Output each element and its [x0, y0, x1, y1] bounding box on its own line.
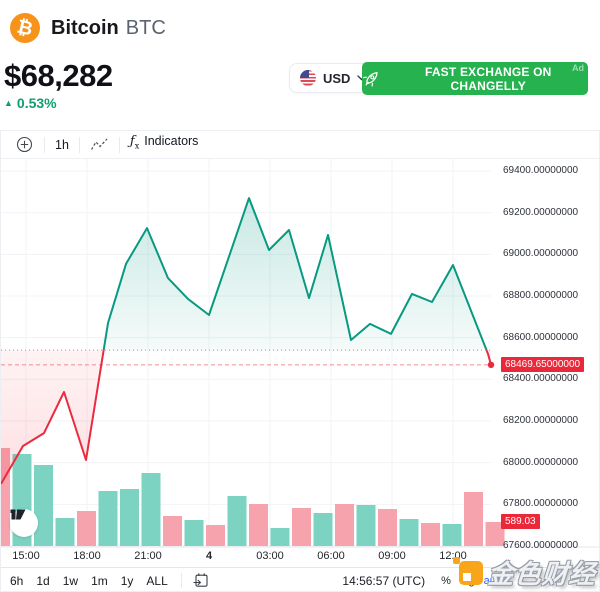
time-axis-label: 09:00 [378, 550, 406, 562]
header: ₿ Bitcoin BTC $68,282 ▲ 0.53% USD FAST E… [0, 0, 600, 130]
price-axis-label: 67600.00000000 [503, 540, 579, 551]
bottombar-separator [180, 573, 182, 588]
toolbar-separator [118, 136, 120, 153]
current-volume-badge: 589.03 [501, 513, 540, 529]
range-button-6h[interactable]: 6h [10, 573, 24, 588]
price-axis-label: 69400.00000000 [503, 165, 579, 176]
time-axis-label: 4 [205, 550, 213, 562]
coin-price: $68,282 [4, 58, 113, 93]
tradingview-logo[interactable] [10, 509, 38, 537]
time-axis-label: 12:00 [439, 550, 467, 562]
chart-canvas [1, 159, 599, 548]
range-button-all[interactable]: ALL [146, 573, 168, 588]
time-axis-label: 15:00 [12, 550, 40, 562]
time-axis-label: 18:00 [73, 550, 101, 562]
toolbar-separator [78, 136, 80, 153]
price-axis-label: 68800.00000000 [503, 290, 579, 301]
crosshair-icon [16, 136, 33, 153]
bitcoin-logo-icon: ₿ [10, 13, 40, 43]
tradingview-logo-icon [10, 509, 26, 520]
price-axis-label: 68400.00000000 [503, 373, 579, 385]
range-button-1d[interactable]: 1d [36, 573, 50, 588]
range-button-1y[interactable]: 1y [120, 573, 134, 588]
chart-widget: 1h ƒx Indicators 69400.00000000 69200.000… [0, 130, 600, 592]
toolbar-separator [44, 136, 45, 153]
percent-scale-button[interactable]: % [441, 574, 451, 587]
interval-button[interactable]: 1h [55, 137, 69, 152]
time-axis-label: 03:00 [256, 550, 284, 562]
range-buttons: 6h 1d 1w 1m 1y ALL [10, 574, 181, 588]
clock: 14:56:57 (UTC) [342, 573, 426, 588]
bottom-toolbar: 6h 1d 1w 1m 1y ALL 14:56:57 (UTC) % log auto [1, 567, 599, 592]
price-change: ▲ 0.53% [4, 95, 57, 111]
fx-icon: ƒx [129, 133, 140, 151]
crosshair-tool-button[interactable] [8, 134, 41, 156]
line-style-icon [90, 138, 108, 150]
indicators-button[interactable]: ƒx Indicators [123, 134, 206, 156]
range-button-1w[interactable]: 1w [62, 573, 79, 588]
log-scale-button[interactable]: log [459, 574, 475, 587]
time-axis-label: 21:00 [134, 550, 162, 562]
up-arrow-icon: ▲ [4, 98, 13, 108]
chart-style-button[interactable] [83, 134, 116, 156]
coin-symbol: BTC [125, 16, 166, 39]
price-axis-label: 68600.00000000 [503, 331, 579, 343]
price-change-value: 0.53% [16, 95, 57, 111]
us-flag-icon [300, 70, 316, 86]
currency-selected: USD [323, 70, 351, 86]
goto-date-button[interactable] [192, 572, 209, 589]
price-axis-label: 69200.00000000 [503, 206, 579, 218]
current-price-badge: 68469.65000000 [501, 357, 585, 373]
ad-tag: Ad [572, 63, 584, 73]
indicators-label: Indicators [144, 133, 199, 148]
coin-name: Bitcoin [51, 16, 119, 39]
price-axis-label: 68200.00000000 [503, 415, 579, 426]
price-axis-label: 68000.00000000 [503, 456, 579, 468]
rocket-icon [362, 72, 378, 87]
price-axis-label: 67800.00000000 [503, 498, 579, 510]
coin-row: ₿ Bitcoin BTC [10, 13, 166, 43]
price-axis-label: 69000.00000000 [503, 248, 579, 260]
range-button-1m[interactable]: 1m [91, 573, 108, 588]
time-axis-label: 06:00 [317, 550, 345, 562]
auto-scale-button[interactable]: auto [483, 574, 505, 587]
cta-label: FAST EXCHANGE ON CHANGELLY [424, 64, 552, 93]
chart-toolbar: 1h ƒx Indicators [1, 131, 599, 159]
changelly-cta-button[interactable]: FAST EXCHANGE ON CHANGELLY Ad [362, 62, 588, 95]
price-chart[interactable]: 69400.00000000 69200.00000000 69000.000000… [1, 159, 599, 567]
calendar-icon [193, 573, 208, 587]
